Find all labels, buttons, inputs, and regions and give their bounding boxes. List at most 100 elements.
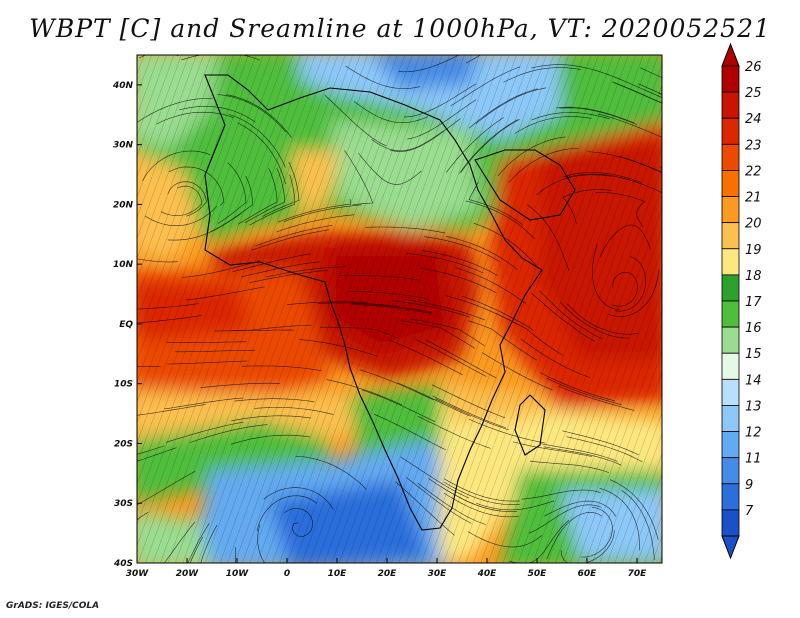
streamline xyxy=(266,266,346,278)
streamline xyxy=(443,492,519,518)
streamline xyxy=(277,199,351,223)
streamline xyxy=(495,312,564,356)
streamline xyxy=(404,83,477,118)
colorbar-bottom-arrow xyxy=(721,535,740,560)
colorbar-label: 26 xyxy=(745,60,762,75)
streamline xyxy=(459,119,518,174)
colorbar: 26 25 24 23 22 21 20 19 18 17 16 15 14 13 12 11 9 7 xyxy=(721,42,762,560)
streamline xyxy=(599,488,640,551)
streamline xyxy=(371,130,444,152)
streamline xyxy=(137,518,139,521)
streamline xyxy=(560,530,615,563)
streamline xyxy=(425,339,497,379)
x-tick-label: 10E xyxy=(328,569,348,579)
colorbar-swatch xyxy=(721,222,740,250)
streamline xyxy=(345,65,421,89)
x-tick-label: 10W xyxy=(226,569,250,579)
streamline xyxy=(539,372,615,402)
streamline xyxy=(599,224,651,258)
streamline xyxy=(468,88,538,129)
streamline xyxy=(607,269,660,317)
colorbar-swatch xyxy=(721,431,740,459)
streamline xyxy=(417,482,486,525)
streamline xyxy=(621,489,655,561)
streamline xyxy=(284,508,313,537)
streamline xyxy=(234,398,315,403)
colorbar-swatch xyxy=(721,170,740,197)
streamline xyxy=(213,329,294,332)
plot-frame xyxy=(136,54,663,564)
streamline xyxy=(468,181,523,226)
streamline xyxy=(420,267,497,293)
streamline xyxy=(137,366,161,367)
x-tick-label: 0 xyxy=(284,569,290,579)
streamline xyxy=(455,267,527,304)
x-tick-label: 50E xyxy=(528,569,548,579)
y-tick-label: 10N xyxy=(113,260,134,270)
streamline xyxy=(358,152,422,185)
streamline xyxy=(276,214,355,233)
streamline xyxy=(612,81,662,104)
y-tick-label: 30N xyxy=(113,141,134,151)
streamline xyxy=(531,292,595,342)
streamline xyxy=(166,421,244,443)
colorbar-label: 12 xyxy=(745,426,762,441)
streamline xyxy=(566,436,643,463)
streamline xyxy=(600,174,662,194)
colorbar-swatch xyxy=(721,143,740,171)
streamline xyxy=(353,101,428,124)
y-tick-label: 10S xyxy=(114,380,133,390)
streamline xyxy=(400,456,470,499)
colorbar-swatch xyxy=(721,300,740,328)
streamline xyxy=(167,360,248,365)
streamline xyxy=(374,414,446,451)
streamline xyxy=(592,243,620,310)
streamline xyxy=(556,106,635,124)
streamline xyxy=(137,447,177,462)
streamline xyxy=(475,87,547,125)
streamline xyxy=(137,470,196,506)
streamline xyxy=(137,404,206,416)
streamline xyxy=(659,166,662,168)
colorbar-label: 9 xyxy=(745,478,753,493)
streamline xyxy=(531,112,610,121)
streamline xyxy=(619,156,662,173)
streamline xyxy=(217,162,247,224)
streamline xyxy=(137,522,138,524)
streamline xyxy=(446,117,504,173)
streamline xyxy=(638,83,662,95)
streamline xyxy=(237,168,278,225)
streamline xyxy=(326,379,403,406)
streamline xyxy=(200,382,281,388)
colorbar-label: 7 xyxy=(745,504,754,519)
streamline xyxy=(520,338,591,378)
streamline xyxy=(536,174,612,196)
streamline xyxy=(137,303,200,310)
streamline xyxy=(428,478,501,512)
colorbar-label: 20 xyxy=(745,217,762,232)
streamline xyxy=(256,495,318,532)
x-tick-label: 20W xyxy=(176,569,200,579)
colorbar-label: 17 xyxy=(745,295,762,310)
streamline xyxy=(528,504,602,534)
streamline xyxy=(595,192,646,227)
streamline xyxy=(539,443,618,462)
streamline xyxy=(241,365,322,371)
colorbar-label: 11 xyxy=(745,452,762,467)
streamline xyxy=(137,445,165,455)
streamline xyxy=(283,204,362,222)
streamline xyxy=(465,200,535,240)
streamline xyxy=(200,525,218,563)
y-tick-label: 40N xyxy=(112,81,134,91)
streamline xyxy=(580,507,613,558)
x-tick-label: 40E xyxy=(477,569,498,579)
streamline xyxy=(244,168,286,224)
colorbar-swatch xyxy=(721,405,740,432)
grads-credit: GrADS: IGES/COLA xyxy=(6,601,100,611)
streamline xyxy=(349,291,430,300)
streamline xyxy=(189,424,268,443)
streamline xyxy=(249,174,296,226)
streamline xyxy=(287,301,368,305)
streamline xyxy=(217,94,287,133)
y-axis: 40N 30N 20N 10N EQ 10S 20S 30S 40S xyxy=(112,81,142,569)
